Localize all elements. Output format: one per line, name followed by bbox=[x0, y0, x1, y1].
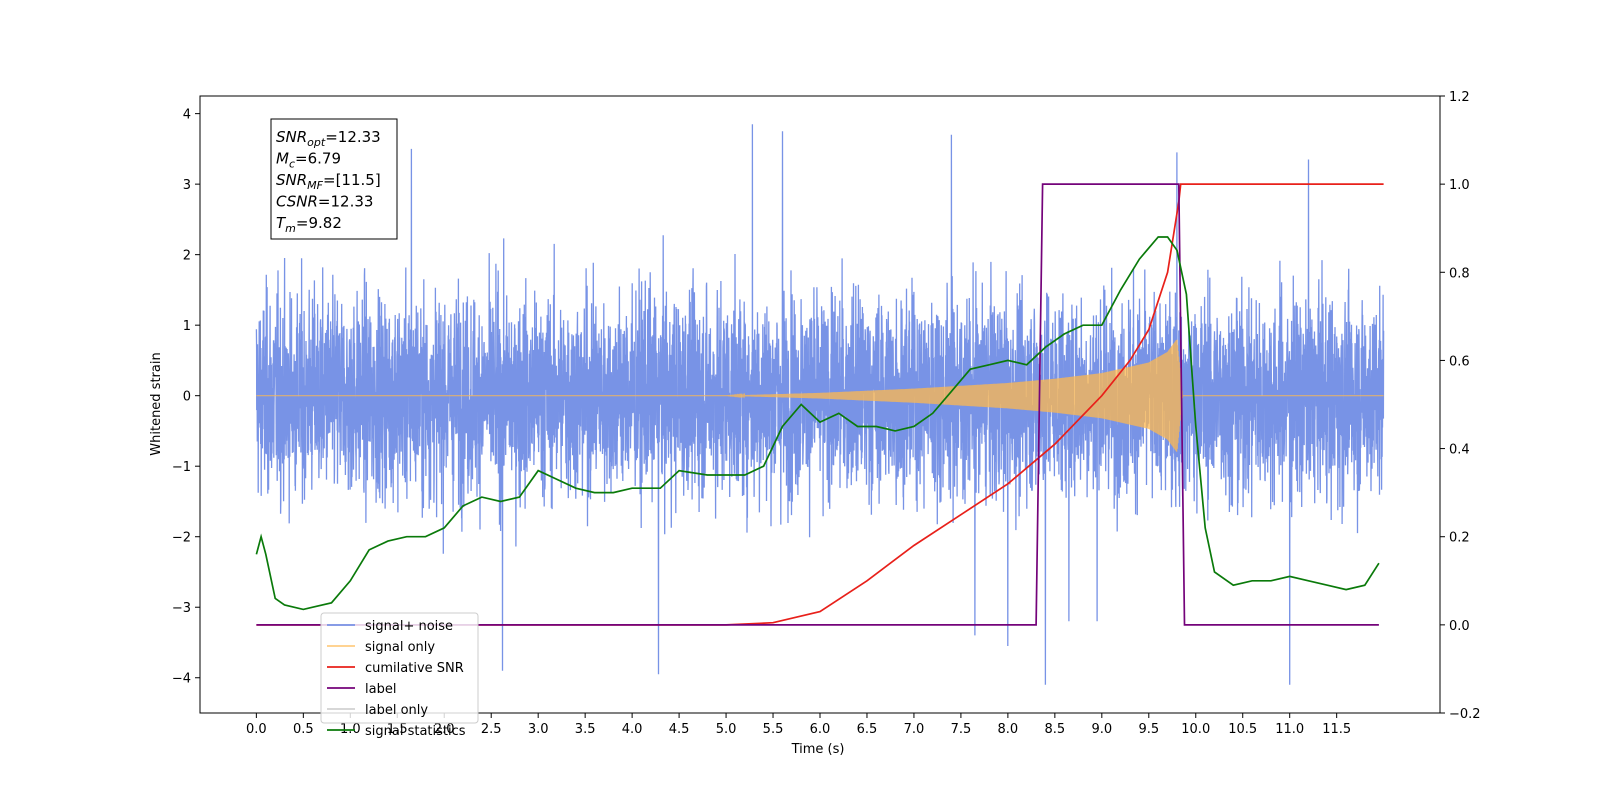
y2-tick-label: 0.2 bbox=[1449, 531, 1470, 546]
x-tick-label: 10.5 bbox=[1228, 722, 1257, 737]
legend-entry: label only bbox=[365, 703, 428, 718]
x-tick-label: 4.5 bbox=[669, 722, 690, 737]
x-tick-label: 6.5 bbox=[857, 722, 878, 737]
x-tick-label: 8.5 bbox=[1045, 722, 1066, 737]
legend-entry: signal statistics bbox=[365, 724, 466, 739]
x-tick-label: 9.5 bbox=[1138, 722, 1159, 737]
annotation-line: SNRopt=12.33 bbox=[276, 128, 381, 149]
x-tick-label: 2.0 bbox=[434, 722, 455, 737]
x-tick-label: 11.5 bbox=[1322, 722, 1351, 737]
annotation-line: Mc=6.79 bbox=[276, 150, 341, 171]
y-tick-label: 3 bbox=[183, 178, 191, 193]
y2-tick-label: 1.0 bbox=[1449, 178, 1470, 193]
x-axis-label: Time (s) bbox=[791, 742, 845, 757]
plot-area bbox=[255, 124, 1385, 685]
y-axis-right: 1.2 1.0 0.8 0.6 0.4 0.2 0.0 −0.2 bbox=[1440, 90, 1481, 722]
x-tick-label: 5.0 bbox=[716, 722, 737, 737]
annotation-line: Tm=9.82 bbox=[276, 214, 342, 235]
annotation-line: SNRMF=[11.5] bbox=[276, 171, 381, 192]
x-tick-label: 4.0 bbox=[622, 722, 643, 737]
annotation-box: SNRopt=12.33Mc=6.79SNRMF=[11.5]CSNR=12.3… bbox=[270, 118, 398, 240]
y-tick-label: 1 bbox=[183, 319, 191, 334]
x-tick-label: 5.5 bbox=[763, 722, 784, 737]
legend-entry: label bbox=[365, 682, 396, 697]
y-tick-label: −2 bbox=[172, 531, 191, 546]
x-tick-label: 10.0 bbox=[1181, 722, 1210, 737]
y2-tick-label: −0.2 bbox=[1449, 707, 1481, 722]
y2-tick-label: 0.4 bbox=[1449, 443, 1470, 458]
x-tick-label: 6.0 bbox=[810, 722, 831, 737]
x-tick-label: 1.5 bbox=[387, 722, 408, 737]
y2-tick-label: 1.2 bbox=[1449, 90, 1470, 105]
y2-tick-label: 0.6 bbox=[1449, 354, 1470, 369]
x-tick-label: 3.0 bbox=[528, 722, 549, 737]
y-axis-left: 4 3 2 1 0 −1 −2 −3 −4 bbox=[172, 108, 200, 687]
x-tick-label: 0.5 bbox=[293, 722, 314, 737]
legend: signal+ noise signal only cumilative SNR la… bbox=[320, 612, 479, 739]
x-tick-label: 8.0 bbox=[998, 722, 1019, 737]
series-signal-only bbox=[256, 339, 1384, 452]
x-tick-label: 3.5 bbox=[575, 722, 596, 737]
legend-entry: cumilative SNR bbox=[365, 661, 464, 676]
y-tick-label: −1 bbox=[172, 460, 191, 475]
legend-entry: signal only bbox=[365, 640, 435, 655]
x-tick-label: 9.0 bbox=[1091, 722, 1112, 737]
annotation-line: CSNR=12.33 bbox=[276, 193, 373, 211]
legend-frame bbox=[320, 612, 479, 724]
series-cumulative-snr bbox=[256, 183, 1384, 626]
y-axis-label: Whitened strain bbox=[149, 352, 164, 455]
series-label bbox=[256, 183, 1379, 626]
y2-tick-label: 0.8 bbox=[1449, 266, 1470, 281]
series-signal-statistics bbox=[255, 236, 1380, 611]
y-tick-label: −4 bbox=[172, 672, 191, 687]
x-tick-label: 7.5 bbox=[951, 722, 972, 737]
y-tick-label: 0 bbox=[183, 390, 191, 405]
x-tick-label: 2.5 bbox=[481, 722, 502, 737]
y-tick-label: 2 bbox=[183, 249, 191, 264]
series-signal-noise bbox=[255, 124, 1385, 685]
y-tick-label: −3 bbox=[172, 601, 191, 616]
y-tick-label: 4 bbox=[183, 108, 191, 123]
legend-entry: signal+ noise bbox=[365, 619, 453, 634]
x-tick-label: 11.0 bbox=[1275, 722, 1304, 737]
y2-tick-label: 0.0 bbox=[1449, 619, 1470, 634]
x-tick-label: 7.0 bbox=[904, 722, 925, 737]
annotation-frame bbox=[270, 118, 398, 240]
x-axis: 0.0 0.5 1.0 1.5 2.0 2.5 3.0 3.5 4.0 4.5 5.0 5.5 6.0 6… bbox=[246, 713, 1351, 737]
x-tick-label: 0.0 bbox=[246, 722, 267, 737]
